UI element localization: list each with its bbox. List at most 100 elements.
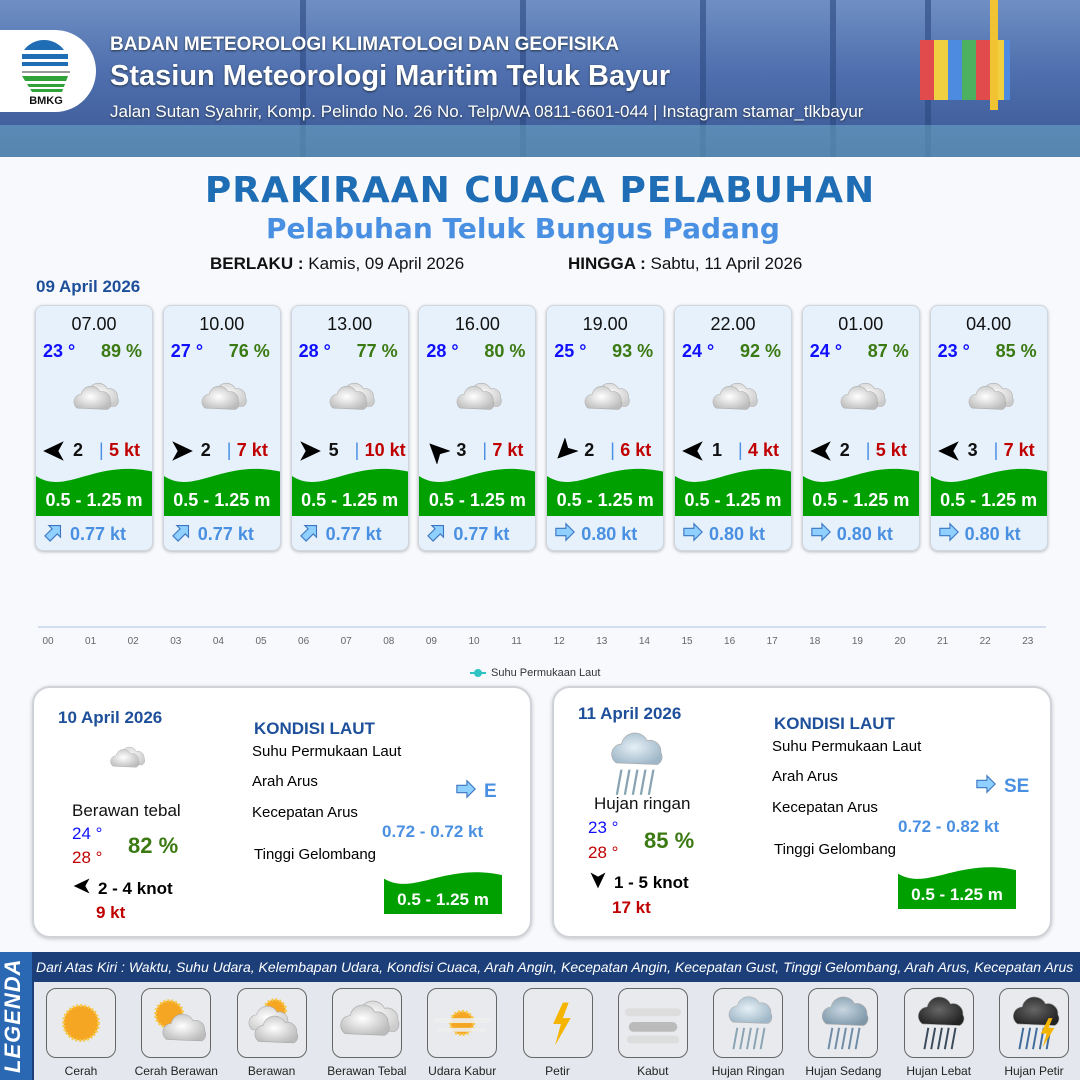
current-direction: SE [974,773,1029,801]
wind-speed: 5 [328,440,339,460]
air-temperature: 23 ° [43,341,76,361]
x-tick-label: 22 [979,636,991,647]
wave-icon [547,464,664,516]
station-address: Jalan Sutan Syahrir, Komp. Pelindo No. 2… [110,102,864,121]
valid-to: HINGGA : Sabtu, 11 April 2026 [568,254,802,274]
chart-x-axis [38,626,1046,628]
forecast-time: 19.00 [582,314,628,334]
legend-label: Berawan Tebal [327,1064,407,1078]
forecast-card-13.00[interactable]: 13.00 28 ° 77 % 5 | 10 kt 0.5 - 1.25 m 0… [290,305,409,551]
temp-min: 23 ° [588,818,619,837]
x-tick-label: 10 [468,636,480,647]
wind-speed: 2 [200,440,211,460]
valid-from-label: BERLAKU : [210,254,304,273]
humidity: 89 % [100,341,142,361]
cloudy-icon [439,374,515,426]
forecast-card-16.00[interactable]: 16.00 28 ° 80 % 3 | 7 kt 0.5 - 1.25 m 0.… [418,305,537,551]
chart-legend[interactable]: Suhu Permukaan Laut [470,667,600,679]
divider: | [226,440,232,460]
legend-title: LEGENDA [0,952,32,1080]
divider: | [482,440,488,460]
legend-label: Hujan Lebat [906,1064,972,1078]
cloudy-icon [695,374,771,426]
x-tick-label: 09 [425,636,437,647]
current-speed: 0.77 kt [70,524,127,544]
wave-icon [163,464,280,516]
x-tick-label: 01 [85,636,97,647]
current-direction-arrow-icon [681,521,705,548]
forecast-time: 22.00 [710,314,756,334]
forecast-card-10.00[interactable]: 10.00 27 ° 76 % 2 | 7 kt 0.5 - 1.25 m 0.… [162,305,281,551]
current-direction-value: E [484,781,497,802]
valid-from-value: Kamis, 09 April 2026 [308,254,465,273]
x-tick-label: 23 [1022,636,1034,647]
x-tick-label: 15 [681,636,693,647]
forecast-card-19.00[interactable]: 19.00 25 ° 93 % 2 | 6 kt 0.5 - 1.25 m 0.… [546,305,665,551]
cloudy-icon [823,374,899,426]
gust-speed: 7 kt [236,440,268,460]
wave-height: 0.5 - 1.25 m [301,490,399,510]
current-speed: 0.77 kt [197,524,254,544]
wave-icon [930,464,1047,516]
legend-cerah-berawan-icon [141,988,212,1058]
wave-icon [802,464,919,516]
forecast-time: 07.00 [71,314,117,334]
wind-direction-arrow-icon [680,438,706,469]
cloudy-icon [56,374,132,426]
legend-marker-icon [470,669,486,677]
legend-label: Berawan [247,1064,296,1078]
legend-hujan-ringan-icon [713,988,784,1058]
gust-speed: 7 kt [492,440,524,460]
x-tick-label: 04 [212,636,224,647]
forecast-card-01.00[interactable]: 01.00 24 ° 87 % 2 | 5 kt 0.5 - 1.25 m 0.… [801,305,920,551]
daily-date: 10 April 2026 [58,708,163,727]
hujan-ringan-icon [594,724,674,809]
bmkg-logo: BMKG [0,30,96,112]
current-direction-arrow-icon [170,521,194,548]
current-info: 0.80 kt [553,521,637,548]
current-speed: 0.80 kt [709,524,766,544]
legend-berawan-icon [236,988,307,1058]
current-direction-label: Arah Arus [772,768,838,785]
weather-condition: Berawan tebal [72,801,181,820]
x-tick-label: 17 [766,636,778,647]
current-info: 0.77 kt [298,521,382,548]
wind-speed: 1 [712,440,723,460]
day1-date: 09 April 2026 [36,277,141,296]
legend-berawan-tebal-icon [331,988,402,1058]
legend-kabut-icon [617,988,688,1058]
current-direction: E [454,778,497,806]
gust-speed: 6 kt [620,440,652,460]
daily-humidity: 82 % [128,833,179,858]
current-direction-arrow-icon [298,521,322,548]
divider: | [99,440,104,460]
current-direction-arrow-icon [454,778,478,806]
daily-card-1: 10 April 2026 Berawan tebal 24 ° 28 ° 82… [32,686,532,938]
x-tick-label: 20 [894,636,906,647]
forecast-card-07.00[interactable]: 07.00 23 ° 89 % 2 | 5 kt 0.5 - 1.25 m 0.… [35,305,153,551]
daily-wave-height: 0.5 - 1.25 m [911,885,1003,904]
wind-info: 2 | 7 kt [169,440,279,464]
current-direction-value: SE [1004,776,1030,797]
x-tick-label: 13 [596,636,608,647]
legend-petir-icon [522,988,593,1058]
x-tick-label: 21 [937,636,949,647]
current-direction-arrow-icon [42,521,66,548]
wave-height: 0.5 - 1.25 m [812,490,910,510]
legend-label: Cerah [64,1064,98,1078]
cloudy-icon [312,374,388,426]
wind-direction-arrow-icon [808,438,834,469]
wind-direction-arrow-icon [552,437,579,469]
forecast-card-22.00[interactable]: 22.00 24 ° 92 % 1 | 4 kt 0.5 - 1.25 m 0.… [674,305,792,551]
daily-date: 11 April 2026 [578,704,682,723]
wind-direction-arrow-icon [588,870,608,895]
legend-label: Kabut [637,1064,669,1078]
wind-range: 1 - 5 knot [614,872,689,892]
x-tick-label: 11 [511,636,522,647]
valid-to-label: HINGGA : [568,254,646,273]
valid-to-value: Sabtu, 11 April 2026 [650,254,803,273]
forecast-card-04.00[interactable]: 04.00 23 ° 85 % 3 | 7 kt 0.5 - 1.25 m 0.… [929,305,1048,551]
svg-text:BMKG: BMKG [29,95,63,107]
wave-height-label: Tinggi Gelombang [774,841,897,858]
x-tick-label: 12 [553,636,565,647]
